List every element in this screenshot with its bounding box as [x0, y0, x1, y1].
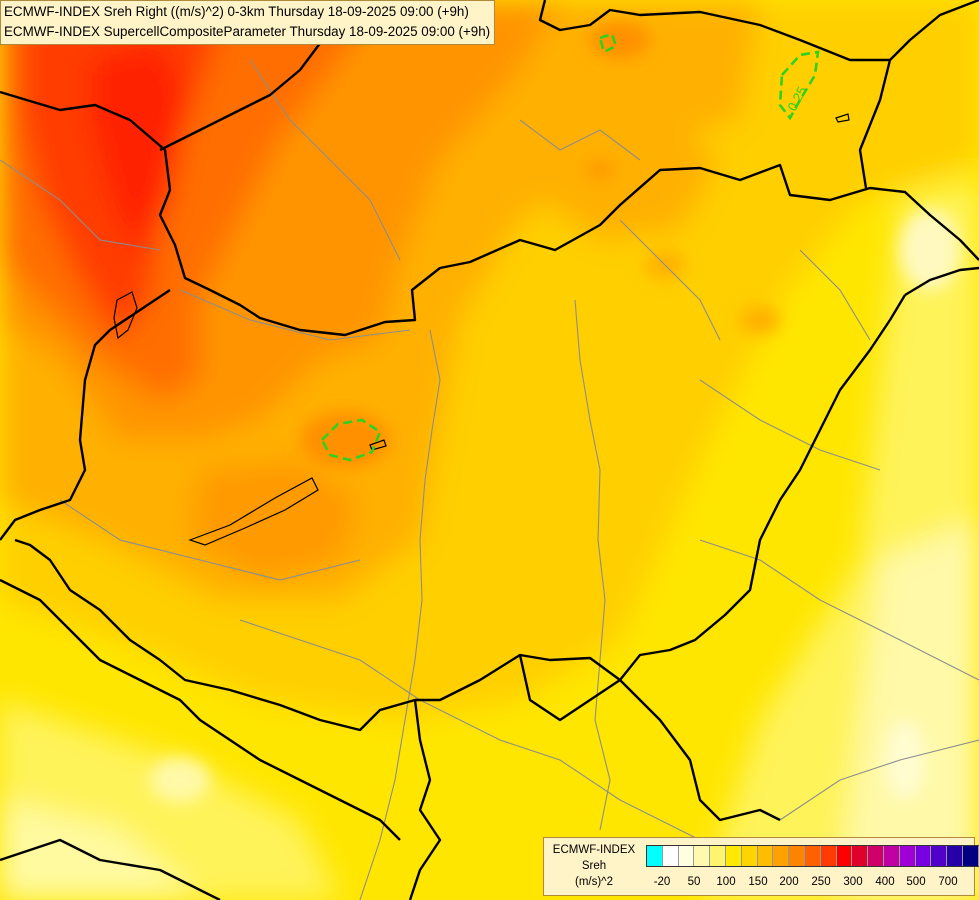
border-bosnia	[0, 838, 221, 900]
lake-velence	[369, 439, 387, 451]
title-scp: ECMWF-INDEX SupercellCompositeParameter …	[4, 24, 491, 39]
scp-contour-north	[598, 32, 618, 54]
legend-swatch	[694, 846, 711, 866]
small-lake	[835, 113, 850, 123]
legend-tick-label: -20	[653, 876, 671, 888]
legend-swatch	[710, 846, 726, 866]
map-title-box: ECMWF-INDEX Sreh Right ((m/s)^2) 0-3km T…	[0, 0, 496, 45]
legend-swatch	[820, 846, 837, 866]
legend-tick-label: 250	[811, 876, 831, 888]
legend-tick-label: 700	[938, 876, 958, 888]
legend-tick-label: 100	[716, 876, 736, 888]
legend-tick-label: 300	[843, 876, 863, 888]
legend-swatch	[868, 846, 884, 866]
border-croatia	[0, 578, 401, 841]
legend-swatch	[662, 846, 679, 866]
legend-tick-label: 400	[875, 876, 895, 888]
border-austria-slovenia	[0, 289, 171, 541]
legend-swatch	[647, 846, 663, 866]
legend-swatch	[883, 846, 900, 866]
legend-tick-label: 150	[748, 876, 768, 888]
border-north	[0, 90, 979, 337]
scp-contour-northeast	[778, 50, 820, 121]
legend-unit: (m/s)^2	[575, 876, 613, 888]
legend-swatch	[899, 846, 916, 866]
legend-swatch	[725, 846, 742, 866]
sreh-local-maxima	[150, 22, 960, 802]
lake-neusiedl	[113, 291, 138, 340]
legend-swatch	[915, 846, 932, 866]
border-ukraine	[858, 59, 892, 189]
title-sreh: ECMWF-INDEX Sreh Right ((m/s)^2) 0-3km T…	[4, 4, 469, 19]
legend-model: ECMWF-INDEX	[552, 844, 636, 856]
lake-balaton	[188, 477, 319, 546]
border-poland	[538, 0, 979, 62]
scp-contours	[320, 32, 820, 462]
legend-swatch	[947, 846, 963, 866]
legend-swatch	[836, 846, 853, 866]
legend-color-bar	[646, 845, 979, 867]
legend-swatch	[789, 846, 805, 866]
color-legend: ECMWF-INDEX Sreh (m/s)^2 -20 50 100 150 200 2…	[543, 837, 979, 896]
legend-swatch	[741, 846, 758, 866]
legend-swatch	[962, 846, 979, 866]
legend-swatch	[804, 846, 821, 866]
border-croatia-serbia	[408, 699, 442, 900]
legend-parameter: Sreh	[581, 860, 607, 872]
legend-swatch	[773, 846, 790, 866]
legend-tick-label: 50	[687, 876, 701, 888]
border-serbia-detail	[518, 654, 621, 722]
legend-swatch	[931, 846, 948, 866]
scp-contour-central	[320, 418, 382, 462]
legend-tick-label: 500	[906, 876, 926, 888]
rivers	[0, 59, 979, 900]
legend-tick-label: 200	[779, 876, 799, 888]
legend-swatch	[852, 846, 869, 866]
legend-swatch	[757, 846, 774, 866]
lakes	[113, 113, 850, 546]
border-ukraine-romania	[904, 266, 979, 297]
legend-swatch	[678, 846, 695, 866]
border-romania-serbia	[619, 679, 781, 822]
